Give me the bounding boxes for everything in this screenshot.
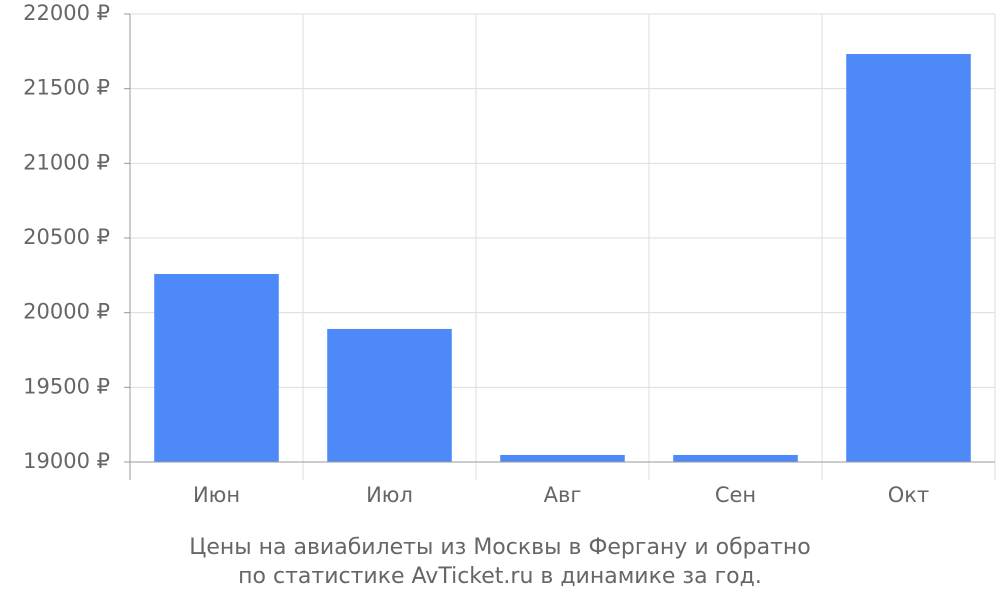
chart-title-line: Цены на авиабилеты из Москвы в Фергану и… <box>189 535 811 560</box>
y-tick-label: 21000 ₽ <box>23 150 110 174</box>
x-tick-label: Июл <box>366 483 413 507</box>
y-tick-label: 20000 ₽ <box>23 300 110 324</box>
x-tick-label: Авг <box>544 483 582 507</box>
y-tick-label: 20500 ₽ <box>23 225 110 249</box>
x-tick-label: Окт <box>888 483 929 507</box>
chart-title-line: по статистике AvTicket.ru в динамике за … <box>238 564 762 589</box>
bar <box>327 328 452 462</box>
y-tick-label: 22000 ₽ <box>23 1 110 25</box>
x-tick-label: Июн <box>193 483 240 507</box>
x-tick-label: Сен <box>715 483 756 507</box>
bar <box>500 454 625 462</box>
y-tick-label: 19000 ₽ <box>23 449 110 473</box>
bar <box>846 54 971 462</box>
bar <box>154 273 279 462</box>
y-tick-label: 21500 ₽ <box>23 76 110 100</box>
bar <box>673 454 798 462</box>
y-tick-label: 19500 ₽ <box>23 374 110 398</box>
